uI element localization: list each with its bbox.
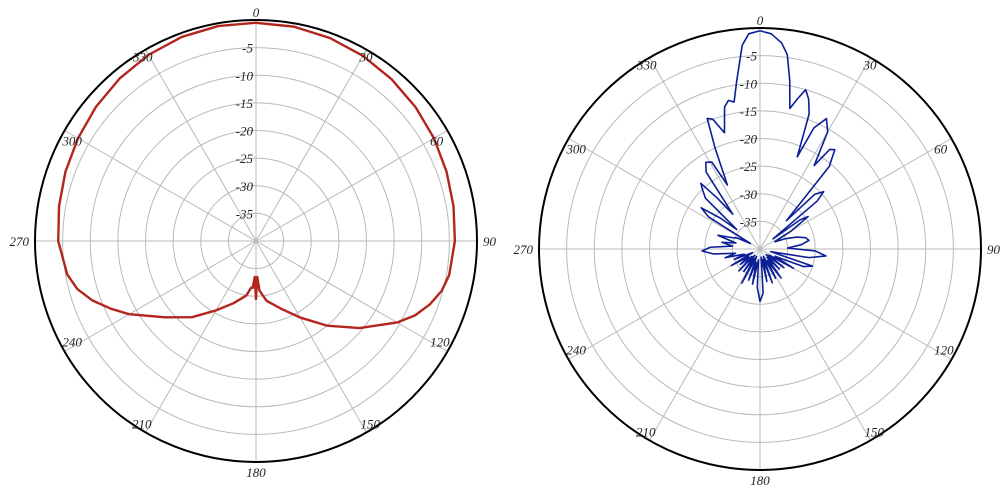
angle-tick-label: 150 bbox=[361, 417, 381, 432]
radial-tick-label: -15 bbox=[236, 96, 254, 111]
radial-tick-label: -15 bbox=[740, 104, 758, 119]
angle-tick-label: 330 bbox=[636, 58, 657, 73]
grid-spoke bbox=[145, 49, 257, 242]
angle-tick-label: 330 bbox=[132, 50, 153, 65]
radial-tick-label: -10 bbox=[236, 68, 254, 83]
angle-tick-label: 150 bbox=[865, 425, 885, 440]
grid-spoke bbox=[649, 57, 761, 250]
grid-spoke bbox=[255, 130, 448, 242]
angle-tick-label: 30 bbox=[359, 50, 374, 65]
grid-spoke bbox=[255, 240, 367, 433]
outer-ring bbox=[34, 19, 478, 463]
radial-tick-label: -10 bbox=[740, 76, 758, 91]
outer-ring bbox=[538, 27, 982, 471]
angle-tick-label: 0 bbox=[253, 5, 260, 20]
radial-tick-labels: -5 -10 -15 -20 -25 -30 -35 bbox=[236, 41, 254, 222]
grid-spoke bbox=[759, 57, 871, 250]
angle-tick-label: 210 bbox=[636, 425, 656, 440]
radial-tick-label: -35 bbox=[740, 214, 758, 229]
angle-tick-label: 300 bbox=[61, 134, 82, 149]
radial-tick-label: -20 bbox=[740, 132, 758, 147]
angle-tick-label: 120 bbox=[430, 335, 450, 350]
grid-spoke bbox=[568, 248, 761, 360]
radial-tick-label: -25 bbox=[740, 159, 758, 174]
angle-tick-label: 240 bbox=[62, 335, 82, 350]
angle-tick-labels: 0 30 60 90 120 150 180 210 240 270 300 330 bbox=[10, 5, 497, 480]
radial-tick-label: -35 bbox=[236, 206, 254, 221]
angle-tick-label: 270 bbox=[10, 234, 30, 249]
angle-tick-label: 210 bbox=[132, 417, 152, 432]
grid-spoke bbox=[759, 248, 871, 441]
grid-spoke bbox=[145, 240, 257, 433]
angle-tick-label: 300 bbox=[565, 142, 586, 157]
grid-spoke bbox=[255, 49, 367, 242]
polar-chart-2: -5 -10 -15 -20 -25 -30 -35 0 30 60 90 120 150 180 210 2… bbox=[514, 13, 1001, 488]
grid-spoke bbox=[649, 248, 761, 441]
radial-tick-label: -5 bbox=[746, 49, 757, 64]
angle-tick-label: 120 bbox=[934, 343, 954, 358]
pattern-line bbox=[57, 21, 457, 330]
pattern-line bbox=[700, 29, 836, 303]
angle-tick-label: 90 bbox=[483, 234, 497, 249]
grid bbox=[539, 28, 981, 470]
grid-spoke bbox=[255, 240, 448, 352]
angle-tick-label: 90 bbox=[987, 242, 1001, 257]
grid-spoke bbox=[64, 130, 257, 242]
radial-tick-label: -20 bbox=[236, 124, 254, 139]
radial-tick-label: -30 bbox=[236, 179, 254, 194]
grid-spoke bbox=[568, 138, 761, 250]
radial-tick-label: -5 bbox=[242, 41, 253, 56]
radial-tick-label: -30 bbox=[740, 187, 758, 202]
radial-tick-labels: -5 -10 -15 -20 -25 -30 -35 bbox=[740, 49, 758, 230]
angle-tick-label: 0 bbox=[757, 13, 764, 28]
polar-chart-1: -5 -10 -15 -20 -25 -30 -35 0 30 60 90 120 150 180 210 2… bbox=[10, 5, 497, 480]
angle-tick-label: 270 bbox=[514, 242, 534, 257]
angle-tick-labels: 0 30 60 90 120 150 180 210 240 270 300 330 bbox=[514, 13, 1001, 488]
angle-tick-label: 180 bbox=[750, 473, 770, 488]
grid-spoke bbox=[64, 240, 257, 352]
grid bbox=[35, 20, 477, 462]
angle-tick-label: 60 bbox=[430, 134, 444, 149]
angle-tick-label: 180 bbox=[246, 465, 266, 480]
angle-tick-label: 240 bbox=[566, 343, 586, 358]
angle-tick-label: 60 bbox=[934, 142, 948, 157]
angle-tick-label: 30 bbox=[863, 58, 878, 73]
radial-tick-label: -25 bbox=[236, 151, 254, 166]
